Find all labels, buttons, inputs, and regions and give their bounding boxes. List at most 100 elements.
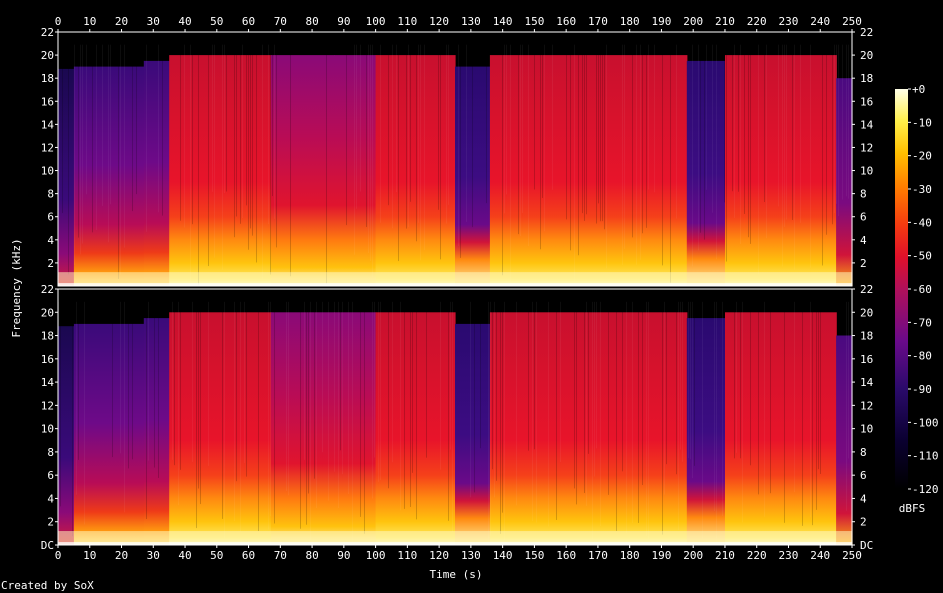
y-tick-label-right: 20 (860, 306, 873, 319)
x-tick-label-top: 20 (115, 15, 128, 28)
y-tick-label-right: 6 (860, 211, 867, 224)
low-freq-band (58, 272, 852, 286)
y-tick-label-right: 16 (860, 353, 873, 366)
segment-3 (169, 55, 272, 286)
segment-7 (455, 66, 491, 286)
y-tick-label-right: 12 (860, 141, 873, 154)
x-tick-label-top: 90 (337, 15, 350, 28)
x-tick-label-bottom: 120 (429, 549, 449, 562)
y-axis-title: Frequency (kHz) (10, 238, 23, 337)
low-freq-band (58, 531, 852, 545)
y-tick-label-left: 2 (47, 516, 54, 529)
x-tick-label-top: 100 (366, 15, 386, 28)
x-tick-label-bottom: 80 (305, 549, 318, 562)
striations (62, 44, 849, 286)
segment-0 (58, 68, 75, 287)
x-tick-label-top: 200 (683, 15, 703, 28)
colorbar-tick-label: -70 (912, 316, 932, 329)
striations (58, 301, 849, 544)
colorbar-tick-label: -100 (912, 416, 939, 429)
plot-frame (57, 31, 853, 287)
colorbar-tick-label: -120 (912, 483, 939, 496)
colorbar-tick-label: -90 (912, 383, 932, 396)
segment-2 (143, 60, 170, 287)
y-tick-label-right: 10 (860, 165, 873, 178)
segment-2 (143, 318, 170, 545)
colorbar-label: dBFS (899, 502, 926, 515)
segment-11 (836, 78, 853, 286)
y-tick-label-right: 6 (860, 469, 867, 482)
x-tick-label-bottom: 240 (810, 549, 830, 562)
y-tick-label-right: 10 (860, 423, 873, 436)
x-tick-label-bottom: 170 (588, 549, 608, 562)
x-tick-label-top: 180 (620, 15, 640, 28)
segment-0 (58, 326, 75, 545)
y-tick-label-left: 12 (41, 399, 54, 412)
y-tick-label-right: 2 (860, 257, 867, 270)
y-tick-label-left: 16 (41, 95, 54, 108)
x-tick-label-bottom: 200 (683, 549, 703, 562)
colorbar-tick-label: -50 (912, 250, 932, 263)
x-tick-label-bottom: 50 (210, 549, 223, 562)
segment-10 (725, 55, 837, 286)
x-tick-label-top: 120 (429, 15, 449, 28)
y-tick-label-left: 18 (41, 330, 54, 343)
x-tick-label-top: 160 (556, 15, 576, 28)
x-tick-label-bottom: 40 (178, 549, 191, 562)
x-tick-label-bottom: 230 (779, 549, 799, 562)
x-tick-label-top: 10 (83, 15, 96, 28)
colorbar-tick-label: -110 (912, 450, 939, 463)
y-tick-label-right: 14 (860, 376, 874, 389)
x-tick-label-bottom: 130 (461, 549, 481, 562)
x-tick-label-bottom: 10 (83, 549, 96, 562)
y-tick-label-left: 2 (47, 257, 54, 270)
x-tick-label-top: 0 (55, 15, 62, 28)
x-tick-label-bottom: 180 (620, 549, 640, 562)
x-tick-label-top: 140 (493, 15, 513, 28)
x-tick-label-top: 210 (715, 15, 735, 28)
y-tick-label-left: 14 (41, 376, 55, 389)
segment-1 (73, 323, 145, 545)
x-tick-label-bottom: 160 (556, 549, 576, 562)
colorbar (895, 89, 908, 489)
y-tick-label-right: 22 (860, 26, 873, 39)
y-tick-label-right: 16 (860, 95, 873, 108)
channel-1-spectrogram (58, 32, 853, 287)
segment-10 (725, 312, 837, 545)
y-tick-label-left: 14 (41, 118, 55, 131)
x-tick-label-top: 70 (274, 15, 287, 28)
y-tick-label-right: 4 (860, 492, 867, 505)
y-tick-label-left: DC (41, 539, 54, 552)
x-tick-label-top: 240 (810, 15, 830, 28)
x-tick-label-top: 150 (524, 15, 544, 28)
y-tick-label-left: 10 (41, 423, 54, 436)
x-tick-label-top: 130 (461, 15, 481, 28)
y-tick-label-right: DC (860, 539, 873, 552)
segment-7 (455, 323, 491, 545)
y-tick-label-left: 20 (41, 49, 54, 62)
segment-6 (375, 312, 456, 545)
y-tick-label-right: 2 (860, 516, 867, 529)
x-tick-label-top: 80 (305, 15, 318, 28)
y-tick-label-right: 22 (860, 283, 873, 296)
colorbar-tick-label: +0 (912, 83, 925, 96)
y-tick-label-right: 20 (860, 49, 873, 62)
x-tick-label-bottom: 100 (366, 549, 386, 562)
x-tick-label-bottom: 220 (747, 549, 767, 562)
colorbar-tick-label: -80 (912, 350, 932, 363)
x-tick-label-bottom: 0 (55, 549, 62, 562)
x-tick-label-bottom: 190 (652, 549, 672, 562)
x-tick-label-top: 30 (147, 15, 160, 28)
y-tick-label-right: 18 (860, 330, 873, 343)
x-tick-label-top: 40 (178, 15, 191, 28)
x-tick-label-top: 190 (652, 15, 672, 28)
y-tick-label-right: 4 (860, 234, 867, 247)
x-tick-label-bottom: 90 (337, 549, 350, 562)
x-tick-label-bottom: 60 (242, 549, 255, 562)
y-tick-label-right: 14 (860, 118, 874, 131)
y-tick-label-left: 4 (47, 492, 54, 505)
channel-2-spectrogram (58, 289, 853, 545)
y-tick-label-right: 8 (860, 446, 867, 459)
colorbar-tick-label: -40 (912, 216, 932, 229)
